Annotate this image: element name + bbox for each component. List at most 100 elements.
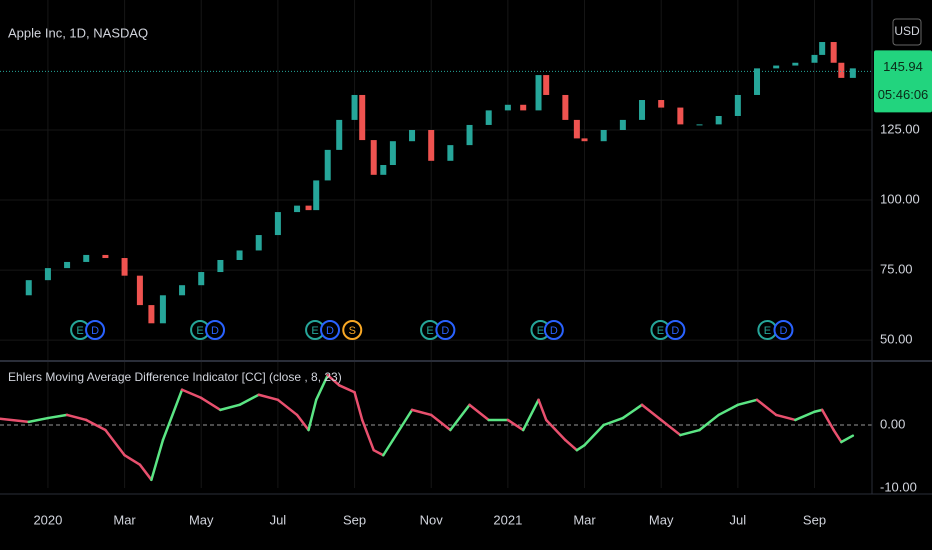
indicator-segment [326,373,341,387]
indicator-segment [820,408,835,432]
candle [255,235,262,251]
event-label: E [426,325,433,337]
event-label: E [76,325,83,337]
indicator-segment [295,413,310,432]
x-tick-label: Sep [343,512,366,527]
overlay: 2020 Mar May Jul Sep Nov 2021 Mar May Jul Sep 125.0… [33,50,932,527]
candle [562,94,569,120]
candle [179,285,186,296]
event-label: E [196,325,203,337]
event-label: E [657,325,664,337]
indicator-segment [46,413,69,420]
indicator-segment [659,418,682,437]
indicator-segment [382,438,395,457]
indicator-segment [257,393,280,402]
candle [619,119,626,130]
countdown: 05:46:06 [878,87,929,102]
candle [351,94,358,120]
currency-button[interactable] [892,18,922,46]
candle [336,119,343,150]
indicator-segment [564,438,579,452]
event-label: D [211,325,219,337]
x-tick-label: Nov [420,512,444,527]
candle [198,272,205,286]
event-label: D [326,325,334,337]
indicator-segment [774,413,797,422]
event-label: D [550,325,558,337]
indicator-segment [698,413,720,432]
indicator-segment [449,403,471,432]
chart-title: Apple Inc, 1D, NASDAQ [8,25,148,40]
indicator-segment [602,416,625,427]
candle [380,165,387,175]
candle [504,104,511,111]
currency[interactable]: USD [894,24,920,38]
y-tick-label: 125.00 [880,121,920,136]
indicator-segment [429,413,452,432]
event-label: E [764,325,771,337]
candle [409,129,416,142]
indicator-segment [150,438,165,482]
indicator-segment [755,398,778,417]
candle [838,62,845,78]
event-marker [773,320,794,340]
candle [217,259,224,273]
candle [389,141,396,166]
indicator-segment [180,388,203,400]
candle [734,94,741,116]
candle [535,75,542,111]
indicator-segment [679,428,701,437]
candle [573,119,580,139]
event-label: D [779,325,787,337]
candle [792,62,799,66]
indicator-segment [161,388,184,442]
y-tick-label: 50.00 [880,332,913,347]
grid [0,0,872,488]
candle [324,149,331,181]
y-tick-label: 75.00 [880,262,913,277]
indicator-segment [410,408,433,417]
event-label: E [311,325,318,337]
indicator-segment [337,384,356,394]
x-tick-label: 2021 [493,512,522,527]
candle [305,205,312,211]
candle [274,212,281,236]
candle [370,140,377,175]
event-label: D [91,325,99,337]
indicator-segment [813,408,824,414]
candle [715,115,722,125]
indicator-segment [794,410,816,422]
indicator-segment [521,398,540,432]
candle [466,124,473,146]
indicator-segment [583,423,605,447]
indicator-segment [27,416,50,424]
indicator-segment [640,403,663,422]
indicator-segment [360,418,375,452]
event-marker [435,320,456,340]
indicator-segment [104,428,126,457]
indicator-segment [391,408,414,442]
price-tag [874,50,932,113]
indicator-segment [65,413,88,422]
x-tick-label: Mar [113,512,136,527]
candle [639,100,646,120]
candle [773,65,780,69]
candle [294,205,301,213]
indicator-segment [832,428,843,444]
candle [121,258,128,276]
candle [600,129,607,142]
indicator-segment [537,398,548,422]
indicator-segment [0,417,30,424]
event-label: S [349,325,356,337]
indicator-title: Ehlers Moving Average Difference Indicat… [8,370,342,384]
indicator-segment [307,398,318,432]
y-tick-label: 0.00 [880,416,905,431]
indicator-segment [138,463,153,482]
candle [83,254,90,262]
event-label: D [441,325,449,337]
candle [44,268,51,281]
